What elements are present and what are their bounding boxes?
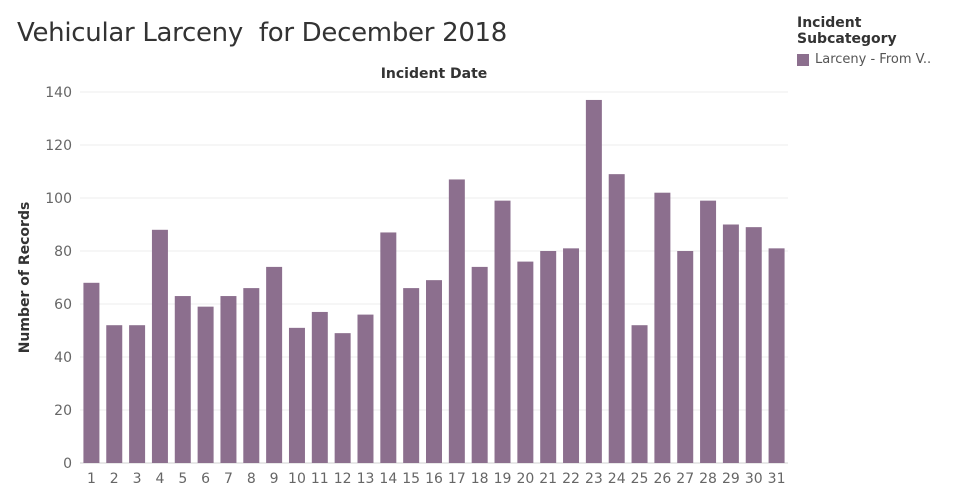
bar[interactable] [448,179,465,463]
x-tick-label: 6 [201,471,210,487]
x-tick-label: 3 [133,471,142,487]
bar[interactable] [334,333,351,463]
x-tick-label: 12 [334,471,352,487]
y-tick-label: 80 [54,244,72,260]
legend-swatch [797,53,809,66]
y-tick-label: 140 [45,85,72,101]
bar[interactable] [722,224,739,464]
bar[interactable] [540,251,557,463]
bar[interactable] [631,325,648,463]
bar[interactable] [517,261,534,463]
y-axis-title: Number of Records [17,202,33,354]
x-tick-label: 9 [270,471,279,487]
bar[interactable] [563,248,580,463]
bar[interactable] [243,288,260,463]
bars [83,99,785,464]
bar[interactable] [220,296,237,463]
y-axis-ticks: 0 20 40 60 80 100 120 140 [45,85,72,472]
bar[interactable] [83,282,100,463]
x-tick-label: 22 [562,471,580,487]
bar[interactable] [494,200,511,463]
legend-title: Incident Subcategory [797,15,897,47]
y-tick-label: 120 [45,138,72,154]
y-tick-label: 40 [54,350,72,366]
bar[interactable] [745,227,762,463]
bar[interactable] [403,288,420,463]
x-tick-label: 20 [516,471,534,487]
bar[interactable] [380,232,397,463]
x-tick-label: 30 [745,471,763,487]
bar[interactable] [357,314,374,463]
x-tick-label: 2 [110,471,119,487]
y-tick-label: 100 [45,191,72,207]
x-tick-label: 11 [311,471,329,487]
x-tick-label: 8 [247,471,256,487]
bar[interactable] [608,174,625,463]
y-tick-label: 0 [63,456,72,472]
x-tick-label: 25 [631,471,649,487]
x-tick-label: 23 [585,471,603,487]
x-tick-label: 21 [539,471,557,487]
y-tick-label: 60 [54,297,72,313]
x-tick-label: 29 [722,471,740,487]
bar[interactable] [654,192,671,463]
bar[interactable] [174,296,191,463]
x-tick-label: 24 [608,471,626,487]
bar[interactable] [700,200,717,463]
legend: Incident Subcategory Larceny - From V.. [797,15,960,67]
bar[interactable] [426,280,442,463]
bar[interactable] [677,251,694,463]
bar[interactable] [266,266,283,463]
bar[interactable] [768,248,785,463]
x-tick-label: 15 [402,471,420,487]
bar[interactable] [106,325,123,463]
x-tick-label: 27 [676,471,694,487]
x-tick-label: 10 [288,471,306,487]
x-tick-label: 4 [155,471,164,487]
bar[interactable] [129,325,146,463]
chart-title: Vehicular Larceny for December 2018 [17,18,508,48]
bar[interactable] [311,311,328,463]
x-tick-label: 31 [768,471,786,487]
x-tick-label: 16 [425,471,443,487]
legend-item[interactable]: Larceny - From V.. [797,52,960,67]
legend-item-label: Larceny - From V.. [815,52,932,67]
y-tick-label: 20 [54,403,72,419]
x-axis-ticks: 1 2 3 4 5 6 7 8 9 10 11 12 13 14 15 16 17 18 19 20 21 22 23 24 2… [87,471,786,487]
x-tick-label: 19 [494,471,512,487]
bar[interactable] [197,306,214,463]
x-axis-title: Incident Date [381,66,488,82]
bar[interactable] [471,266,488,463]
x-tick-label: 13 [357,471,375,487]
x-tick-label: 18 [471,471,489,487]
x-tick-label: 26 [653,471,671,487]
x-tick-label: 1 [87,471,96,487]
x-tick-label: 5 [178,471,187,487]
bar[interactable] [288,327,305,463]
x-tick-label: 7 [224,471,233,487]
x-tick-label: 17 [448,471,466,487]
x-tick-label: 28 [699,471,717,487]
bar[interactable] [585,99,602,463]
x-tick-label: 14 [379,471,397,487]
bar[interactable] [151,229,168,463]
